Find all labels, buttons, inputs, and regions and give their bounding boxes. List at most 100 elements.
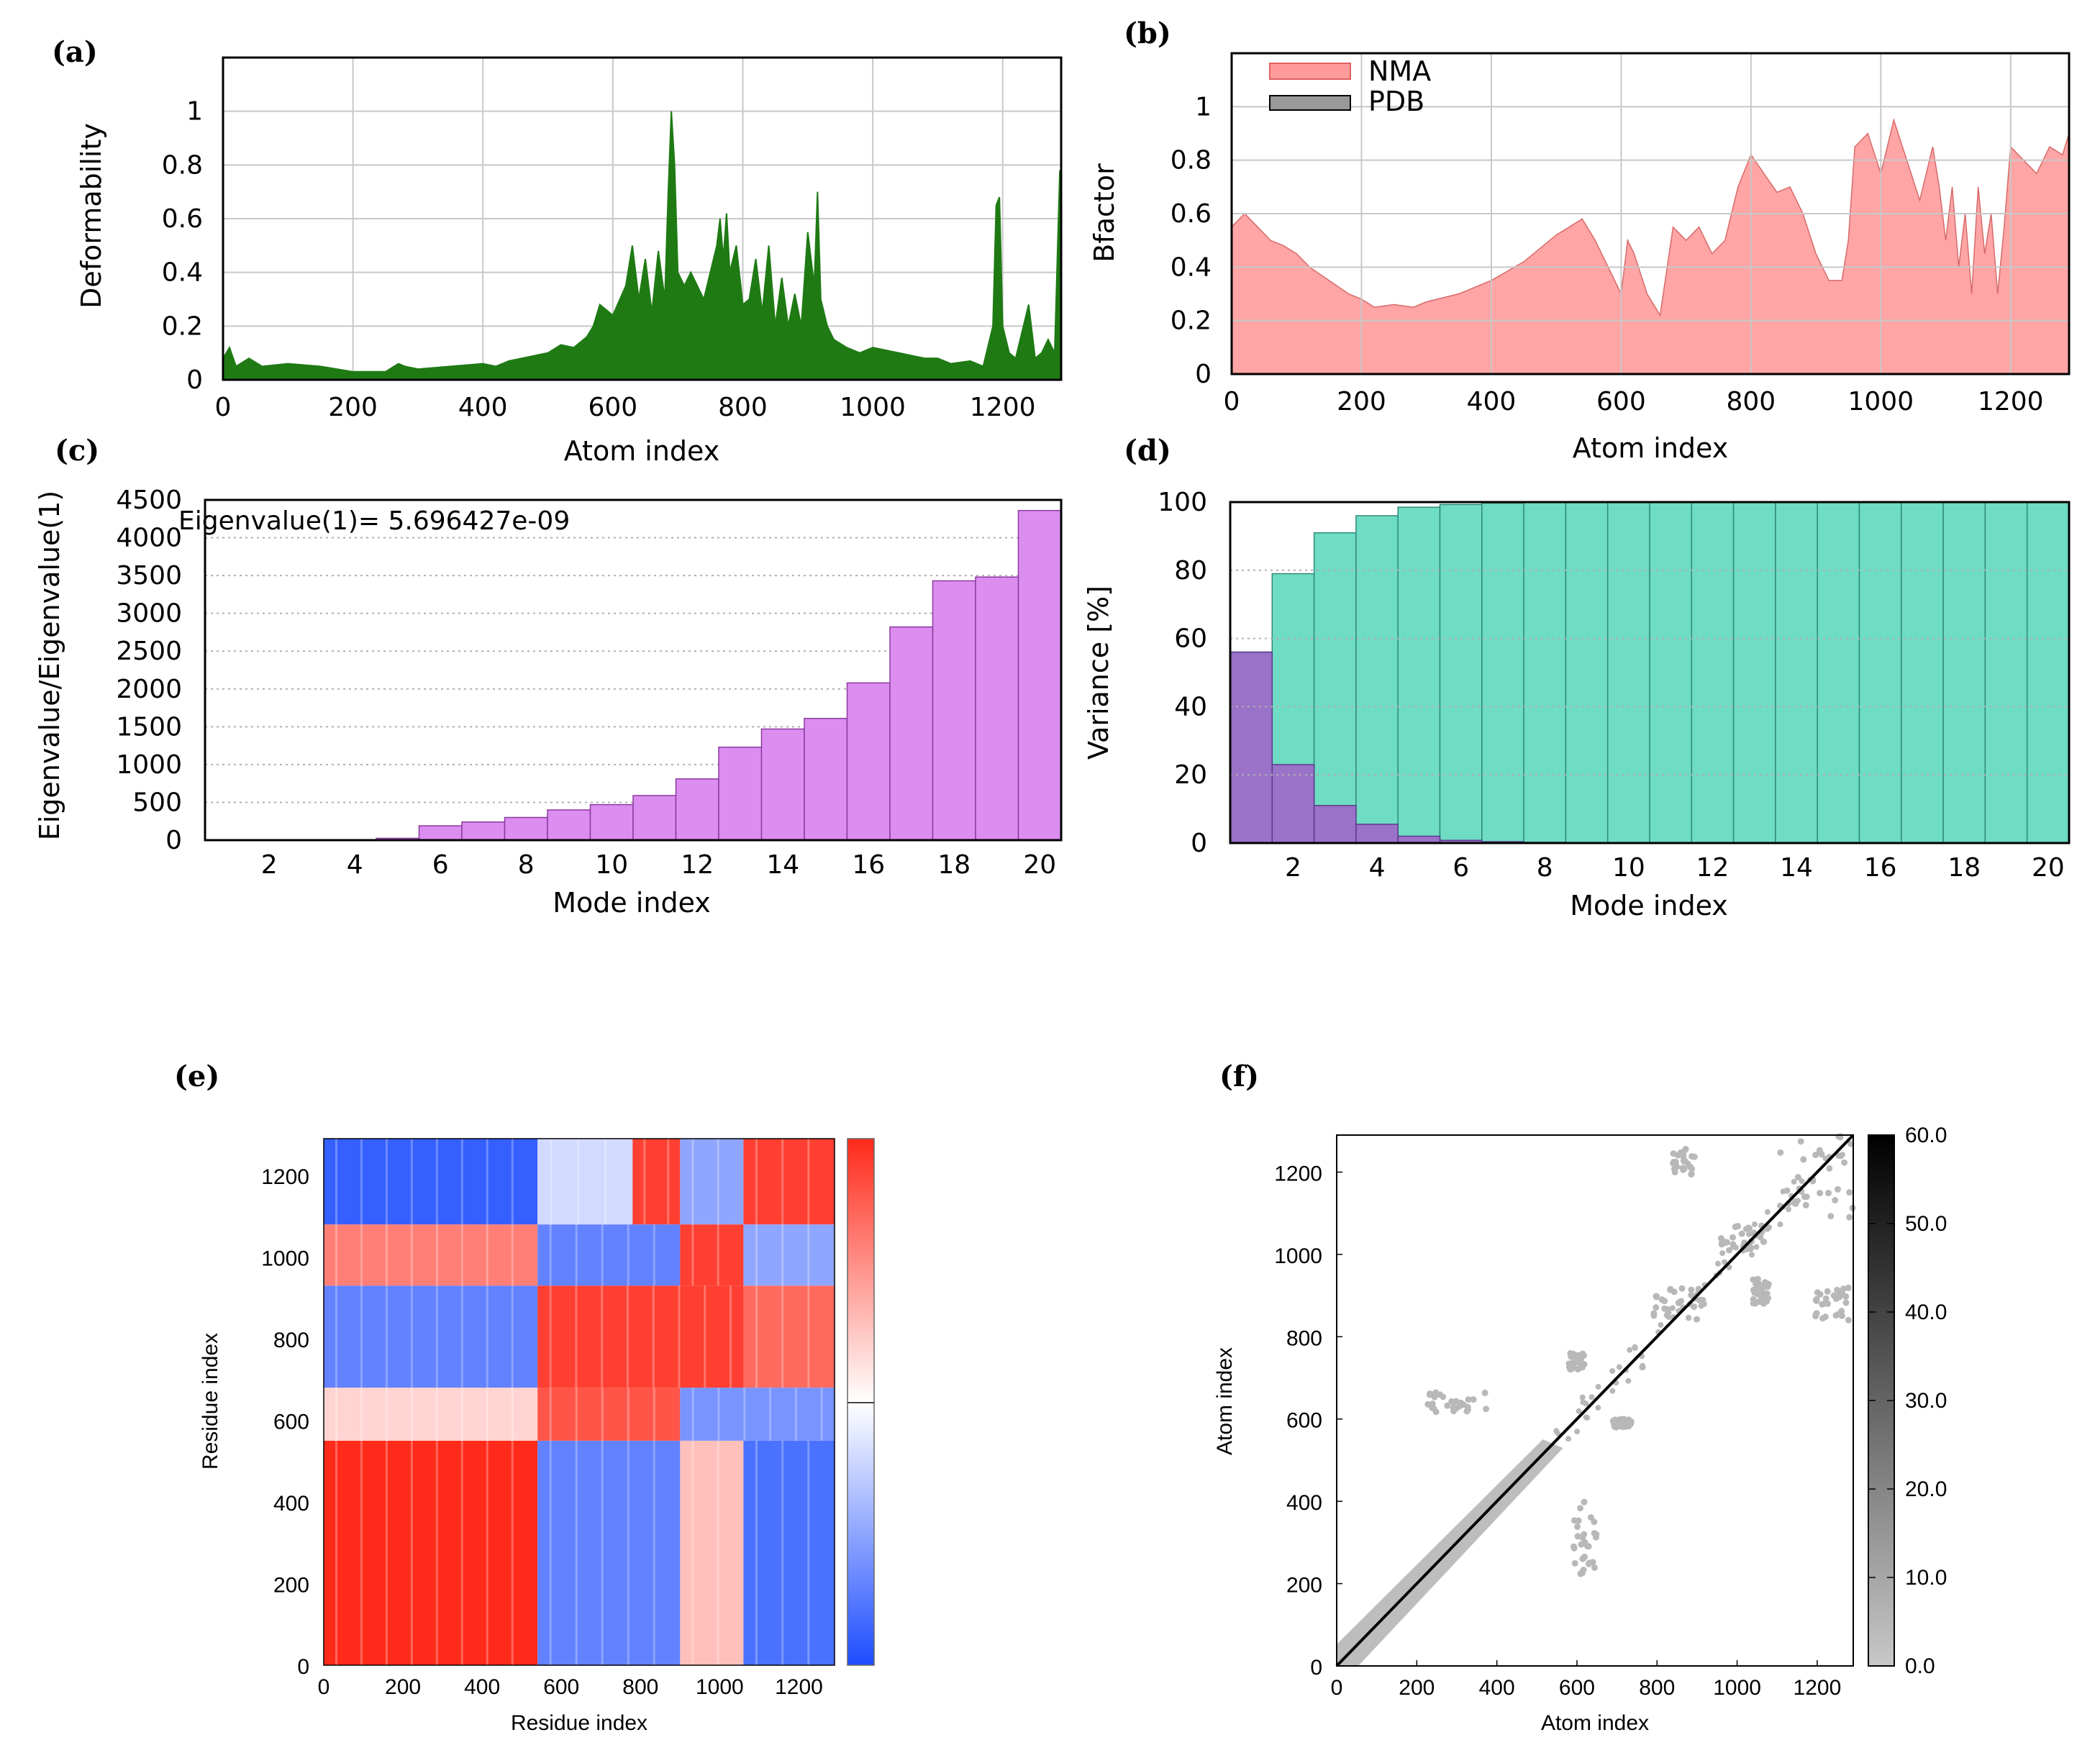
panel-f-diag-point-39: [1751, 1221, 1758, 1228]
panel-e-block-17: [680, 1139, 744, 1225]
panel-f-diag-point-78: [1758, 1234, 1764, 1241]
panel-f-diag-point-37: [1746, 1246, 1753, 1252]
panel-d-bar-cumulative-mode-18: [1942, 501, 1986, 844]
panel-d-xtick-9: 20: [2032, 853, 2065, 883]
panel-f-cluster-0-point-28: [1424, 1401, 1432, 1408]
panel-f-diag-point-54: [1837, 1134, 1844, 1141]
panel-f-cluster-6-point-4: [1671, 1168, 1678, 1175]
panel-f-cluster-0-point-14: [1448, 1398, 1455, 1405]
panel-f-cluster-8-point-15: [1832, 1197, 1839, 1204]
panel-f-cluster-0-point-27: [1450, 1408, 1458, 1415]
panel-f-cluster-9-point-27: [1838, 1312, 1845, 1319]
panel-d-bar-cumulative-mode-6: [1439, 504, 1483, 844]
panel-b-xtick-6: 1200: [1978, 387, 2044, 416]
panel-f-cluster-9-point-15: [1822, 1295, 1829, 1302]
panel-c-xtick-7: 16: [852, 850, 885, 880]
panel-f-ytick-3: 600: [1286, 1409, 1322, 1433]
panel-f-cluster-0-point-11: [1481, 1389, 1488, 1396]
panel-f-ytick-2: 400: [1286, 1491, 1322, 1515]
panel-f-cluster-9-point-20: [1845, 1316, 1852, 1324]
panel-f-xtick-2: 400: [1479, 1676, 1515, 1700]
panel-f-cluster-3-point-7: [1581, 1498, 1588, 1506]
panel-f-diag-point-52: [1777, 1221, 1783, 1228]
panel-d-xtick-1: 4: [1369, 853, 1386, 883]
panel-c-bar-mode-9: [547, 809, 591, 841]
panel-f-cluster-9-point-28: [1814, 1289, 1821, 1296]
panel-b: (b) NMA PDB 0 200 400 600 800 1000 1200 0 0.2 0.4…: [1088, 17, 2071, 464]
panel-e-xtick-3: 600: [543, 1675, 579, 1699]
panel-c-xtick-6: 14: [766, 850, 799, 880]
panel-d-xtick-2: 6: [1453, 853, 1469, 883]
panel-c-bars: [376, 509, 1062, 841]
panel-e-block-4: [324, 1388, 538, 1441]
panel-c-xtick-2: 6: [432, 850, 449, 880]
panel-c-ytick-2: 1000: [116, 750, 182, 780]
panel-b-xtick-2: 400: [1467, 387, 1517, 416]
panel-b-ytick-4: 0.8: [1171, 146, 1212, 176]
panel-f-cluster-9-point-9: [1842, 1299, 1850, 1306]
panel-f-cluster-7-point-23: [1750, 1300, 1757, 1307]
panel-e-block-14: [324, 1139, 538, 1225]
panel-f-ticks: 0 200 400 600 800 1000 1200 0 200 400 600 800 1000 12…: [1274, 1124, 1947, 1700]
panel-f-cluster-9-point-25: [1834, 1286, 1841, 1293]
panel-f-diag-point-20: [1669, 1305, 1676, 1311]
panel-f: (f) 0 200 400 600 800 1000 1200 0 200 400 600 800 10…: [1213, 1060, 1947, 1735]
panel-f-cluster-4-point-19: [1664, 1306, 1671, 1313]
panel-f-cluster-8-point-4: [1812, 1152, 1819, 1159]
panel-e-block-7: [324, 1285, 538, 1388]
panel-e-ytick-3: 600: [273, 1411, 309, 1434]
panel-c-ytick-7: 3500: [116, 561, 182, 591]
panel-f-diag-point-12: [1665, 1314, 1672, 1321]
panel-f-cluster-9-point-26: [1813, 1310, 1820, 1317]
panel-d-bar-cumulative-mode-14: [1775, 501, 1818, 844]
panel-c-frame: [204, 498, 1063, 842]
panel-f-cbar-tick-2: 20.0: [1905, 1477, 1947, 1501]
panel-a-xtick-1: 200: [328, 393, 378, 422]
panel-f-y-axis-label: Atom index: [1213, 1347, 1237, 1455]
panel-f-cluster-8-point-0: [1846, 1189, 1853, 1196]
panel-d-ytick-0: 0: [1191, 829, 1207, 858]
panel-f-diag-point-35: [1632, 1344, 1638, 1351]
panel-a-frame: [222, 56, 1063, 381]
panel-b-xtick-4: 800: [1727, 387, 1776, 416]
panel-d-bar-cumulative-mode-3: [1313, 532, 1357, 844]
panel-c-bar-mode-20: [1017, 509, 1062, 841]
panel-f-cbar-tick-6: 60.0: [1905, 1124, 1947, 1147]
panel-e-block-12: [680, 1224, 744, 1286]
panel-f-cluster-0-point-13: [1483, 1406, 1490, 1413]
panel-e-block-6: [680, 1388, 835, 1441]
panel-e-block-2: [680, 1440, 744, 1665]
panel-c-bar-mode-15: [804, 718, 848, 841]
panel-e-heatmap: [324, 1139, 835, 1665]
panel-f-cluster-8-point-18: [1817, 1190, 1824, 1197]
panel-b-ytick-1: 0.2: [1171, 306, 1212, 336]
panel-f-diagonal: [1335, 1134, 1855, 1667]
panel-f-cluster-9: [1812, 1284, 1852, 1324]
panel-e-xtick-4: 800: [622, 1675, 658, 1699]
panel-f-cbar-tick-5: 50.0: [1905, 1212, 1947, 1236]
panel-a-xtick-0: 0: [215, 393, 232, 422]
panel-c-bar-mode-14: [760, 728, 805, 841]
panel-f-diag-point-76: [1766, 1224, 1773, 1231]
panel-f-cluster-8-point-17: [1816, 1147, 1823, 1154]
panel-f-diag-point-62: [1627, 1347, 1633, 1353]
panel-f-diag-point-56: [1780, 1188, 1786, 1195]
panel-f-cluster-0-point-29: [1465, 1396, 1472, 1403]
panel-f-diag-point-71: [1677, 1298, 1683, 1305]
panel-f-cbar-tick-1: 10.0: [1905, 1566, 1947, 1590]
panel-f-cluster-7-point-25: [1759, 1297, 1766, 1304]
panel-d-bar-cumulative-mode-4: [1355, 515, 1399, 844]
panel-c-bar-mode-16: [846, 682, 891, 841]
panel-f-diag-point-36: [1588, 1394, 1595, 1401]
panel-f-cluster-3-point-19: [1578, 1541, 1585, 1548]
panel-b-xtick-0: 0: [1224, 387, 1240, 416]
panel-f-cluster-3-point-16: [1577, 1505, 1584, 1512]
panel-f-cluster-9-point-24: [1838, 1308, 1845, 1315]
panel-f-cluster-0-point-25: [1470, 1395, 1477, 1403]
panel-c-ytick-8: 4000: [116, 524, 182, 553]
panel-d-xtick-8: 18: [1947, 853, 1981, 883]
panel-c-bar-mode-17: [889, 626, 934, 841]
panel-a-ytick-1: 0.2: [162, 311, 203, 341]
panel-d-bar-cumulative-mode-13: [1732, 501, 1776, 844]
panel-d-bars: [1229, 501, 2070, 844]
